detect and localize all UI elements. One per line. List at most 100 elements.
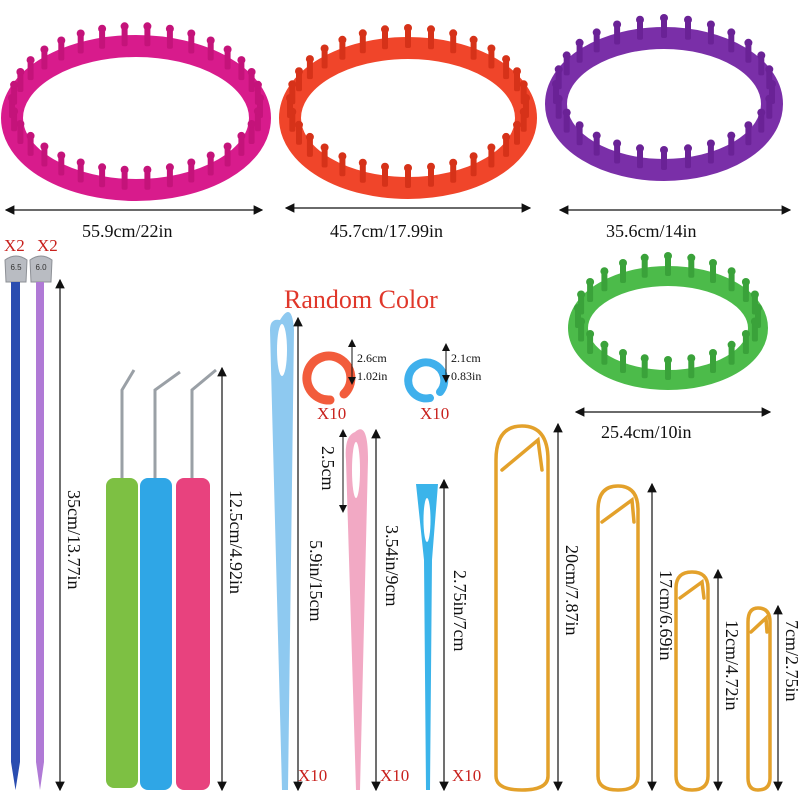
stitch-holder-17cm — [596, 484, 640, 792]
loom-peg — [58, 155, 65, 176]
stitch-holder-20cm-label: 20cm/7.87in — [562, 545, 582, 636]
loom-peg-head — [706, 139, 715, 148]
loom-peg — [751, 294, 758, 315]
knitting-needle-purple — [29, 255, 53, 790]
loom-peg — [188, 33, 195, 54]
marker-blue-size-in: 0.83in — [451, 369, 482, 383]
loom-peg — [620, 263, 626, 283]
loom-peg — [27, 135, 34, 156]
loom-peg — [17, 124, 24, 144]
plastic-needle-small — [416, 484, 438, 790]
loom-peg-head — [187, 158, 196, 167]
loom-peg-head — [687, 354, 696, 363]
loom-peg — [576, 42, 583, 63]
loom-peg-head — [687, 253, 696, 262]
loom-peg-head — [305, 132, 314, 141]
loom-peg-head — [120, 165, 129, 174]
loom-peg-head — [600, 267, 609, 276]
loom-18in — [279, 24, 537, 199]
loom-peg — [728, 135, 735, 156]
loom-peg-head — [165, 163, 174, 172]
loom-peg-head — [513, 67, 521, 76]
loom-peg-head — [320, 143, 329, 152]
loom-peg — [238, 60, 245, 81]
plastic-needle-medium — [345, 429, 368, 790]
loom-peg — [661, 18, 667, 38]
loom-peg — [321, 147, 328, 168]
loom-peg-head — [502, 55, 511, 64]
loom-peg-head — [750, 290, 759, 299]
loom-peg-head — [404, 164, 412, 172]
loom-peg — [359, 162, 366, 183]
loom-peg-head — [253, 107, 262, 116]
loom-peg-head — [338, 35, 347, 44]
loom-peg-head — [519, 80, 528, 89]
marker-orange-qty: X10 — [317, 404, 347, 423]
loom-peg-head — [709, 259, 717, 267]
loom-peg-head — [640, 354, 649, 363]
loom-peg — [17, 72, 24, 92]
loom-peg-head — [120, 22, 129, 31]
loom-peg-head — [586, 278, 595, 286]
loom-peg — [555, 69, 562, 90]
loom-peg — [637, 19, 643, 40]
loom-peg-head — [40, 45, 49, 54]
marker-blue-qty: X10 — [420, 404, 450, 423]
loom-peg — [27, 60, 34, 81]
loom-peg-head — [744, 121, 753, 130]
marker-blue-size-cm: 2.1cm — [451, 351, 481, 365]
plastic-needle-medium-qty: X10 — [380, 766, 410, 785]
loom-peg-head — [165, 24, 174, 33]
loom-peg-head — [664, 252, 672, 260]
loom-peg — [339, 156, 346, 177]
loom-peg-head — [765, 94, 774, 103]
loom-peg — [207, 155, 214, 176]
loom-peg — [641, 358, 648, 379]
loom-peg — [428, 166, 434, 187]
loom-peg — [339, 39, 346, 60]
stitch-holder-12cm-label: 12cm/4.72in — [722, 620, 742, 711]
loom-peg-head — [575, 121, 584, 130]
loom-peg — [77, 162, 84, 183]
loom-18in-size-label: 45.7cm/17.99in — [330, 221, 443, 241]
loom-peg-head — [247, 68, 256, 76]
loom-peg-head — [57, 36, 66, 45]
loom-peg-head — [664, 356, 672, 364]
loom-peg-head — [660, 146, 668, 154]
loom-peg-head — [562, 108, 571, 117]
loom-peg-head — [247, 120, 256, 128]
loom-peg — [520, 111, 527, 132]
loom-peg — [520, 84, 527, 105]
loom-peg — [144, 26, 151, 47]
loom-peg — [593, 135, 600, 156]
loom-peg-head — [741, 278, 750, 286]
loom-peg-head — [684, 144, 692, 153]
loom-peg — [503, 59, 510, 80]
marker-orange-size-in: 1.02in — [357, 369, 388, 383]
loom-peg-head — [765, 65, 774, 74]
plastic-needle-large — [270, 312, 294, 790]
needle-qty-2: X2 — [37, 236, 58, 255]
loom-peg — [77, 33, 84, 54]
loom-peg — [224, 146, 231, 167]
loom-peg — [601, 271, 608, 292]
loom-peg — [488, 147, 495, 168]
loom-22in-size-label: 55.9cm/22in — [82, 221, 173, 241]
loom-peg — [306, 59, 313, 80]
loom-peg — [641, 257, 648, 278]
loom-peg — [238, 135, 245, 156]
loom-peg-head — [469, 152, 478, 161]
loom-peg-head — [613, 20, 622, 29]
loom-peg — [710, 263, 716, 283]
loom-peg-head — [684, 15, 692, 24]
stitch-holder-17cm-label: 17cm/6.69in — [656, 570, 676, 661]
loom-peg-head — [381, 162, 389, 171]
loom-peg-head — [487, 143, 496, 152]
loom-peg-head — [98, 163, 107, 172]
loom-peg-head — [741, 330, 750, 338]
loom-peg — [359, 33, 366, 54]
loom-peg-head — [76, 29, 85, 38]
loom-peg — [766, 98, 773, 119]
loom-peg-head — [706, 20, 715, 29]
